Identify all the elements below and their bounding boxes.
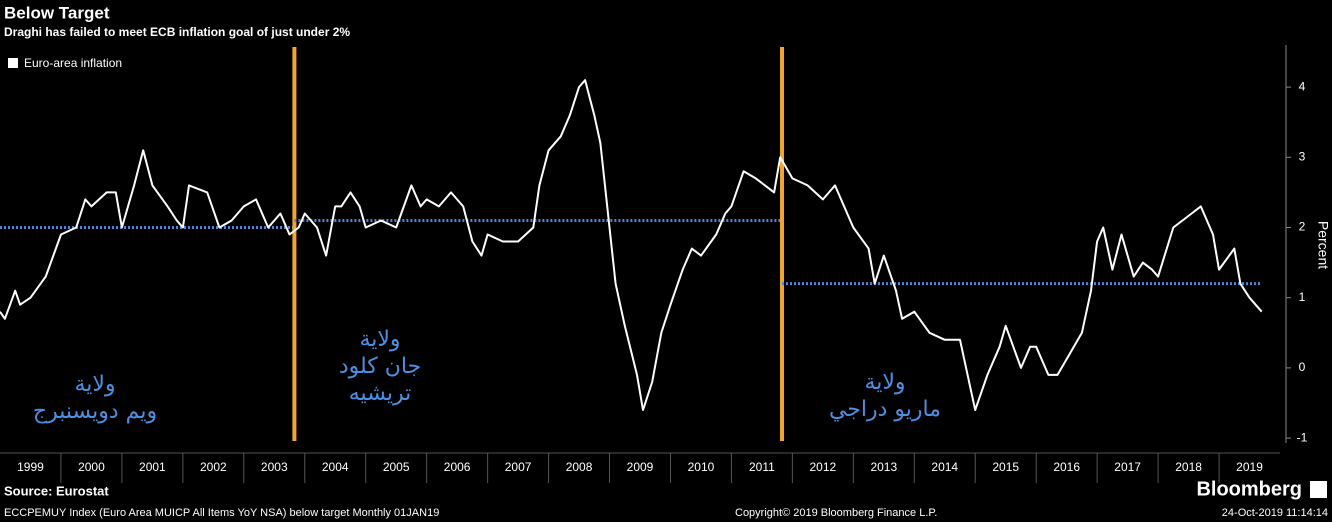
x-tick-label: 2006 xyxy=(444,460,471,474)
x-tick-label: 2002 xyxy=(200,460,227,474)
x-tick-label: 2014 xyxy=(931,460,958,474)
x-tick-label: 2007 xyxy=(505,460,532,474)
term-label: جان كلود xyxy=(339,354,421,379)
term-label: ماريو دراجي xyxy=(829,397,941,422)
y-tick-label: 3 xyxy=(1299,149,1306,163)
series-line xyxy=(0,79,1263,411)
footer-index: ECCPEMUY Index (Euro Area MUICP All Item… xyxy=(4,507,439,519)
x-tick-label: 2009 xyxy=(627,460,654,474)
x-tick-label: 2008 xyxy=(566,460,593,474)
chart-subtitle: Draghi has failed to meet ECB inflation … xyxy=(4,25,350,39)
x-tick-label: 2017 xyxy=(1114,460,1141,474)
x-tick-label: 2000 xyxy=(78,460,105,474)
x-tick-label: 2003 xyxy=(261,460,288,474)
x-tick-label: 1999 xyxy=(17,460,44,474)
source: Source: Eurostat xyxy=(4,483,109,498)
x-tick-label: 2016 xyxy=(1053,460,1080,474)
term-label: تريشيه xyxy=(349,381,411,406)
term-label: ويم دويسنبرج xyxy=(33,399,157,424)
x-tick-label: 2011 xyxy=(749,460,775,474)
x-tick-label: 2005 xyxy=(383,460,410,474)
chart-title: Below Target xyxy=(4,3,110,22)
x-tick-label: 2013 xyxy=(870,460,897,474)
x-tick-label: 2018 xyxy=(1175,460,1202,474)
term-label: ولاية xyxy=(74,372,115,397)
footer-copyright: Copyright© 2019 Bloomberg Finance L.P. xyxy=(735,507,937,519)
x-tick-label: 2015 xyxy=(992,460,1019,474)
y-tick-label: -1 xyxy=(1297,430,1308,444)
y-tick-label: 4 xyxy=(1299,79,1306,93)
x-tick-label: 2019 xyxy=(1236,460,1263,474)
footer-timestamp: 24-Oct-2019 11:14:14 xyxy=(1222,507,1328,519)
x-tick-label: 2001 xyxy=(139,460,166,474)
brand: Bloomberg xyxy=(1196,478,1302,500)
x-tick-label: 2012 xyxy=(810,460,837,474)
y-tick-label: 2 xyxy=(1299,220,1306,234)
y-tick-label: 0 xyxy=(1299,360,1306,374)
term-label: ولاية xyxy=(359,327,400,352)
y-axis-label: Percent xyxy=(1315,221,1331,269)
x-tick-label: 2010 xyxy=(688,460,715,474)
legend-swatch xyxy=(8,58,18,68)
brand-icon xyxy=(1310,481,1327,498)
term-label: ولاية xyxy=(864,370,905,395)
legend-label: Euro-area inflation xyxy=(24,56,122,70)
x-tick-label: 2004 xyxy=(322,460,349,474)
y-tick-label: 1 xyxy=(1299,290,1306,304)
